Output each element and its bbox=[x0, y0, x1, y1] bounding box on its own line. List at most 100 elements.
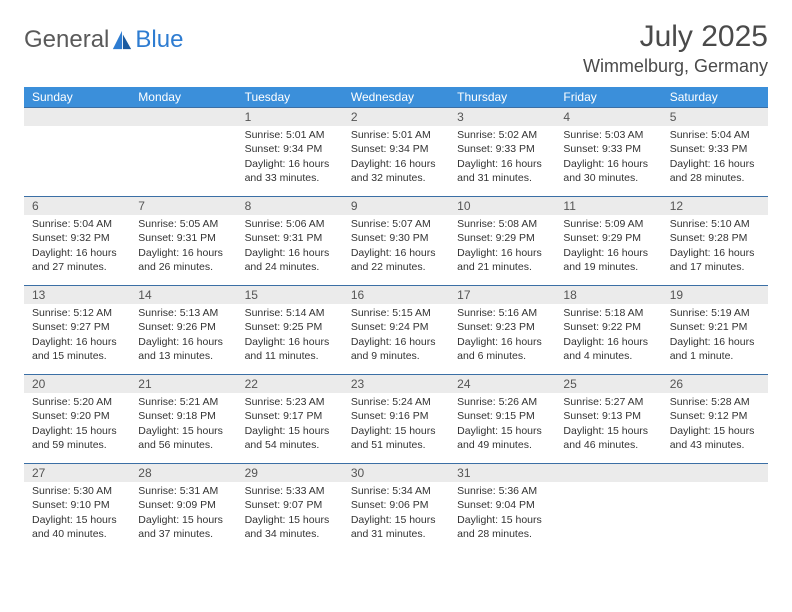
calendar-cell bbox=[24, 108, 130, 196]
sunset-line: Sunset: 9:18 PM bbox=[138, 409, 228, 423]
sunrise-line: Sunrise: 5:08 AM bbox=[457, 217, 547, 231]
calendar-day-header-row: SundayMondayTuesdayWednesdayThursdayFrid… bbox=[24, 87, 768, 107]
calendar-cell: 21Sunrise: 5:21 AMSunset: 9:18 PMDayligh… bbox=[130, 375, 236, 463]
calendar-cell: 3Sunrise: 5:02 AMSunset: 9:33 PMDaylight… bbox=[449, 108, 555, 196]
daylight-line: Daylight: 15 hours and 31 minutes. bbox=[351, 513, 441, 541]
day-number: 20 bbox=[24, 375, 130, 393]
sunset-line: Sunset: 9:25 PM bbox=[245, 320, 335, 334]
sail-icon bbox=[111, 29, 133, 51]
calendar-cell: 17Sunrise: 5:16 AMSunset: 9:23 PMDayligh… bbox=[449, 286, 555, 374]
sunrise-line: Sunrise: 5:26 AM bbox=[457, 395, 547, 409]
sunset-line: Sunset: 9:31 PM bbox=[138, 231, 228, 245]
cell-body: Sunrise: 5:04 AMSunset: 9:33 PMDaylight:… bbox=[662, 126, 768, 189]
sunset-line: Sunset: 9:17 PM bbox=[245, 409, 335, 423]
cell-body: Sunrise: 5:07 AMSunset: 9:30 PMDaylight:… bbox=[343, 215, 449, 278]
calendar-cell: 5Sunrise: 5:04 AMSunset: 9:33 PMDaylight… bbox=[662, 108, 768, 196]
day-number: 25 bbox=[555, 375, 661, 393]
daylight-line: Daylight: 15 hours and 49 minutes. bbox=[457, 424, 547, 452]
logo: General Blue bbox=[24, 26, 183, 54]
day-number bbox=[130, 108, 236, 126]
calendar-cell: 16Sunrise: 5:15 AMSunset: 9:24 PMDayligh… bbox=[343, 286, 449, 374]
day-number: 10 bbox=[449, 197, 555, 215]
day-header: Thursday bbox=[449, 87, 555, 107]
calendar-cell bbox=[555, 464, 661, 552]
cell-body: Sunrise: 5:33 AMSunset: 9:07 PMDaylight:… bbox=[237, 482, 343, 545]
calendar-cell: 1Sunrise: 5:01 AMSunset: 9:34 PMDaylight… bbox=[237, 108, 343, 196]
cell-body: Sunrise: 5:16 AMSunset: 9:23 PMDaylight:… bbox=[449, 304, 555, 367]
cell-body: Sunrise: 5:15 AMSunset: 9:24 PMDaylight:… bbox=[343, 304, 449, 367]
sunset-line: Sunset: 9:33 PM bbox=[670, 142, 760, 156]
calendar: SundayMondayTuesdayWednesdayThursdayFrid… bbox=[24, 87, 768, 552]
cell-body: Sunrise: 5:31 AMSunset: 9:09 PMDaylight:… bbox=[130, 482, 236, 545]
cell-body: Sunrise: 5:01 AMSunset: 9:34 PMDaylight:… bbox=[343, 126, 449, 189]
day-number: 28 bbox=[130, 464, 236, 482]
daylight-line: Daylight: 16 hours and 33 minutes. bbox=[245, 157, 335, 185]
sunrise-line: Sunrise: 5:19 AM bbox=[670, 306, 760, 320]
sunrise-line: Sunrise: 5:21 AM bbox=[138, 395, 228, 409]
calendar-cell: 25Sunrise: 5:27 AMSunset: 9:13 PMDayligh… bbox=[555, 375, 661, 463]
daylight-line: Daylight: 15 hours and 37 minutes. bbox=[138, 513, 228, 541]
daylight-line: Daylight: 15 hours and 46 minutes. bbox=[563, 424, 653, 452]
calendar-cell: 29Sunrise: 5:33 AMSunset: 9:07 PMDayligh… bbox=[237, 464, 343, 552]
cell-body: Sunrise: 5:20 AMSunset: 9:20 PMDaylight:… bbox=[24, 393, 130, 456]
sunset-line: Sunset: 9:29 PM bbox=[457, 231, 547, 245]
sunset-line: Sunset: 9:32 PM bbox=[32, 231, 122, 245]
sunrise-line: Sunrise: 5:02 AM bbox=[457, 128, 547, 142]
daylight-line: Daylight: 15 hours and 43 minutes. bbox=[670, 424, 760, 452]
calendar-cell: 20Sunrise: 5:20 AMSunset: 9:20 PMDayligh… bbox=[24, 375, 130, 463]
daylight-line: Daylight: 15 hours and 28 minutes. bbox=[457, 513, 547, 541]
daylight-line: Daylight: 16 hours and 17 minutes. bbox=[670, 246, 760, 274]
daylight-line: Daylight: 16 hours and 19 minutes. bbox=[563, 246, 653, 274]
cell-body: Sunrise: 5:02 AMSunset: 9:33 PMDaylight:… bbox=[449, 126, 555, 189]
cell-body: Sunrise: 5:18 AMSunset: 9:22 PMDaylight:… bbox=[555, 304, 661, 367]
calendar-cell: 2Sunrise: 5:01 AMSunset: 9:34 PMDaylight… bbox=[343, 108, 449, 196]
calendar-page: General Blue July 2025 Wimmelburg, Germa… bbox=[0, 0, 792, 552]
cell-body: Sunrise: 5:26 AMSunset: 9:15 PMDaylight:… bbox=[449, 393, 555, 456]
calendar-week-row: 1Sunrise: 5:01 AMSunset: 9:34 PMDaylight… bbox=[24, 107, 768, 196]
day-number: 7 bbox=[130, 197, 236, 215]
logo-part1: General bbox=[24, 26, 109, 53]
calendar-cell: 11Sunrise: 5:09 AMSunset: 9:29 PMDayligh… bbox=[555, 197, 661, 285]
sunrise-line: Sunrise: 5:30 AM bbox=[32, 484, 122, 498]
cell-body: Sunrise: 5:21 AMSunset: 9:18 PMDaylight:… bbox=[130, 393, 236, 456]
sunrise-line: Sunrise: 5:33 AM bbox=[245, 484, 335, 498]
sunset-line: Sunset: 9:15 PM bbox=[457, 409, 547, 423]
day-number: 24 bbox=[449, 375, 555, 393]
calendar-cell: 23Sunrise: 5:24 AMSunset: 9:16 PMDayligh… bbox=[343, 375, 449, 463]
cell-body: Sunrise: 5:06 AMSunset: 9:31 PMDaylight:… bbox=[237, 215, 343, 278]
calendar-week-row: 6Sunrise: 5:04 AMSunset: 9:32 PMDaylight… bbox=[24, 196, 768, 285]
sunset-line: Sunset: 9:09 PM bbox=[138, 498, 228, 512]
calendar-cell: 10Sunrise: 5:08 AMSunset: 9:29 PMDayligh… bbox=[449, 197, 555, 285]
sunset-line: Sunset: 9:24 PM bbox=[351, 320, 441, 334]
daylight-line: Daylight: 16 hours and 24 minutes. bbox=[245, 246, 335, 274]
cell-body: Sunrise: 5:13 AMSunset: 9:26 PMDaylight:… bbox=[130, 304, 236, 367]
logo-part2: Blue bbox=[135, 26, 183, 53]
day-number: 14 bbox=[130, 286, 236, 304]
calendar-cell: 22Sunrise: 5:23 AMSunset: 9:17 PMDayligh… bbox=[237, 375, 343, 463]
day-number: 26 bbox=[662, 375, 768, 393]
calendar-body: 1Sunrise: 5:01 AMSunset: 9:34 PMDaylight… bbox=[24, 107, 768, 552]
calendar-cell: 26Sunrise: 5:28 AMSunset: 9:12 PMDayligh… bbox=[662, 375, 768, 463]
sunset-line: Sunset: 9:33 PM bbox=[563, 142, 653, 156]
title-block: July 2025 Wimmelburg, Germany bbox=[583, 20, 768, 77]
sunrise-line: Sunrise: 5:31 AM bbox=[138, 484, 228, 498]
sunrise-line: Sunrise: 5:23 AM bbox=[245, 395, 335, 409]
day-number: 6 bbox=[24, 197, 130, 215]
calendar-cell: 28Sunrise: 5:31 AMSunset: 9:09 PMDayligh… bbox=[130, 464, 236, 552]
daylight-line: Daylight: 16 hours and 28 minutes. bbox=[670, 157, 760, 185]
sunrise-line: Sunrise: 5:10 AM bbox=[670, 217, 760, 231]
sunrise-line: Sunrise: 5:18 AM bbox=[563, 306, 653, 320]
cell-body: Sunrise: 5:01 AMSunset: 9:34 PMDaylight:… bbox=[237, 126, 343, 189]
cell-body: Sunrise: 5:27 AMSunset: 9:13 PMDaylight:… bbox=[555, 393, 661, 456]
calendar-cell: 15Sunrise: 5:14 AMSunset: 9:25 PMDayligh… bbox=[237, 286, 343, 374]
day-header: Saturday bbox=[662, 87, 768, 107]
calendar-cell: 12Sunrise: 5:10 AMSunset: 9:28 PMDayligh… bbox=[662, 197, 768, 285]
daylight-line: Daylight: 16 hours and 4 minutes. bbox=[563, 335, 653, 363]
sunrise-line: Sunrise: 5:07 AM bbox=[351, 217, 441, 231]
sunset-line: Sunset: 9:34 PM bbox=[245, 142, 335, 156]
day-number: 17 bbox=[449, 286, 555, 304]
day-number: 15 bbox=[237, 286, 343, 304]
sunset-line: Sunset: 9:21 PM bbox=[670, 320, 760, 334]
calendar-cell: 8Sunrise: 5:06 AMSunset: 9:31 PMDaylight… bbox=[237, 197, 343, 285]
sunset-line: Sunset: 9:16 PM bbox=[351, 409, 441, 423]
